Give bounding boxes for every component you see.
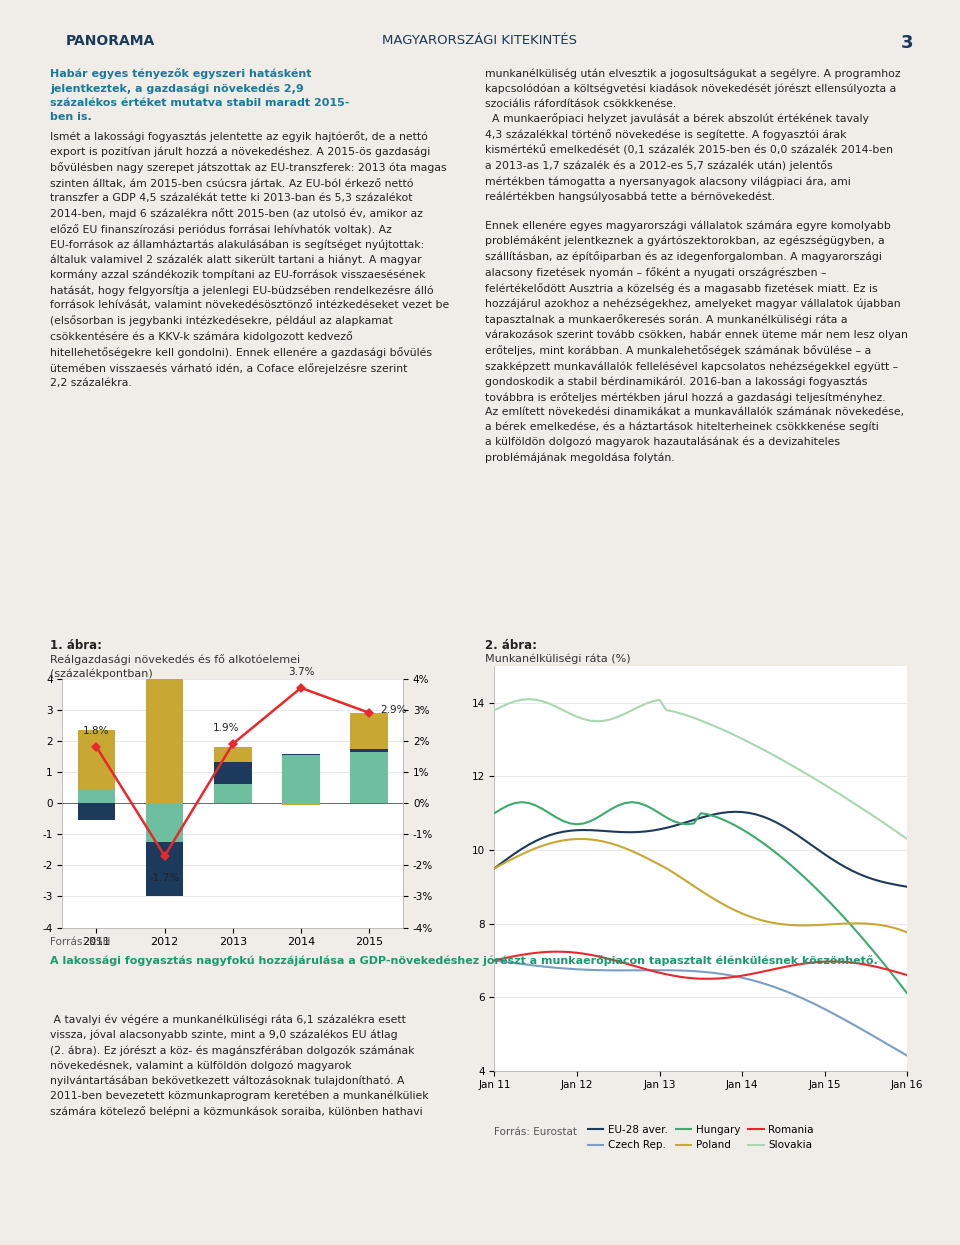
- Bar: [146, 842, 183, 896]
- Text: Munkanélküliségi ráta (%): Munkanélküliségi ráta (%): [485, 654, 631, 664]
- Legend: EU-28 aver., Czech Rep., Hungary, Poland, Romania, Slovakia: EU-28 aver., Czech Rep., Hungary, Poland…: [584, 1120, 818, 1154]
- Legend: Consumption, Gross capital formation, Net exports, GDP (rhs): Consumption, Gross capital formation, Ne…: [722, 769, 881, 835]
- Text: 2.9%: 2.9%: [380, 705, 407, 715]
- Bar: [214, 747, 252, 762]
- Bar: [214, 762, 252, 784]
- Bar: [146, 803, 183, 842]
- Text: Ismét a lakossági fogyasztás jelentette az egyik hajtóerőt, de a nettó
export is: Ismét a lakossági fogyasztás jelentette …: [50, 131, 449, 388]
- Text: 1. ábra:: 1. ábra:: [50, 639, 102, 651]
- Text: Habár egyes tényezők egyszeri hatásként
jelentkeztek, a gazdasági növekedés 2,9
: Habár egyes tényezők egyszeri hatásként …: [50, 68, 349, 122]
- Bar: [350, 712, 388, 748]
- Text: munkanélküliség után elvesztik a jogosultságukat a segélyre. A programhoz
kapcso: munkanélküliség után elvesztik a jogosul…: [485, 68, 907, 462]
- Text: A tavalyi év végére a munkanélküliségi ráta 6,1 százalékra esett
vissza, jóval a: A tavalyi év végére a munkanélküliségi r…: [50, 1015, 428, 1117]
- Bar: [350, 748, 388, 752]
- Text: A lakossági fogyasztás nagyfokú hozzájárulása a GDP-növekedéshez jórészt a munka: A lakossági fogyasztás nagyfokú hozzájár…: [50, 955, 877, 966]
- Bar: [350, 752, 388, 803]
- Text: Forrás: KSH: Forrás: KSH: [50, 937, 110, 947]
- Bar: [282, 754, 320, 803]
- Text: 1.8%: 1.8%: [84, 726, 109, 736]
- Text: 1.9%: 1.9%: [212, 723, 239, 733]
- Bar: [78, 730, 115, 789]
- Bar: [78, 803, 115, 820]
- Text: Forrás: Eurostat: Forrás: Eurostat: [494, 1127, 577, 1137]
- Bar: [78, 789, 115, 803]
- Text: MAGYARORSZÁGI KITEKINTÉS: MAGYARORSZÁGI KITEKINTÉS: [382, 34, 578, 46]
- Text: PANORAMA: PANORAMA: [66, 34, 155, 47]
- Text: 3.7%: 3.7%: [288, 667, 314, 677]
- Text: (százalékpontban): (százalékpontban): [50, 669, 153, 679]
- Text: 3: 3: [900, 34, 914, 51]
- Bar: [146, 671, 183, 803]
- Text: 2. ábra:: 2. ábra:: [485, 639, 537, 651]
- Bar: [214, 784, 252, 803]
- Text: Reálgazdasági növekedés és fő alkotóelemei: Reálgazdasági növekedés és fő alkotóelem…: [50, 654, 300, 665]
- Text: -1.7%: -1.7%: [150, 873, 180, 883]
- Bar: [282, 803, 320, 806]
